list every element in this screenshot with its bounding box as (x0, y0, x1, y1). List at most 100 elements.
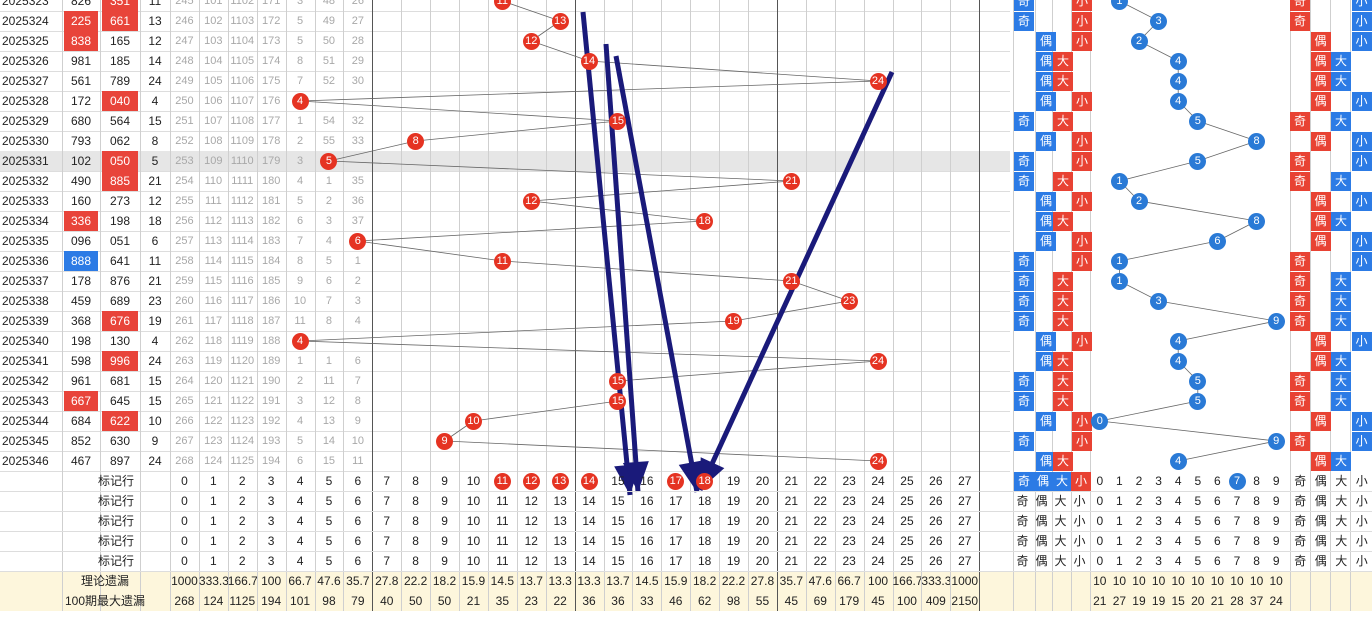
mark-cell[interactable]: 15 (611, 474, 625, 488)
mark-tag[interactable]: 偶 (1033, 472, 1053, 491)
mark-cell[interactable]: 2 (1135, 494, 1143, 508)
mark-tag[interactable]: 奇 (1294, 514, 1307, 528)
mark-cell[interactable]: 7 (383, 474, 391, 488)
mark-cell[interactable]: 25 (900, 534, 914, 548)
mark-tag[interactable]: 小 (1073, 514, 1086, 528)
mark-cell[interactable]: 16 (640, 534, 654, 548)
mark-cell[interactable]: 10 (466, 474, 481, 488)
mark-cell[interactable]: 24 (871, 534, 885, 548)
mark-cell[interactable]: 11 (496, 514, 509, 528)
mark-cell[interactable]: 5 (1194, 554, 1202, 568)
mark-cell[interactable]: 4 (1174, 474, 1182, 488)
mark-tag[interactable]: 小 (1355, 554, 1368, 568)
mark-cell[interactable]: 5 (1194, 494, 1202, 508)
mark-cell[interactable]: 4 (296, 494, 304, 508)
mark-cell[interactable]: 26 (929, 474, 943, 488)
mark-cell[interactable]: 5 (325, 474, 333, 488)
mark-cell[interactable]: 3 (267, 534, 275, 548)
mark-cell[interactable]: 15 (611, 494, 625, 508)
mark-cell[interactable]: 20 (755, 514, 770, 528)
mark-cell[interactable]: 1 (1116, 474, 1123, 488)
mark-tag[interactable]: 奇 (1016, 494, 1029, 508)
mark-cell[interactable]: 1 (209, 554, 217, 568)
mark-cell[interactable]: 0 (181, 554, 188, 568)
mark-cell[interactable]: 18 (697, 534, 712, 548)
mark-ball[interactable]: 14 (580, 472, 598, 490)
mark-tag[interactable]: 奇 (1294, 534, 1307, 548)
mark-tag[interactable]: 奇 (1294, 474, 1307, 488)
mark-cell[interactable]: 2 (238, 534, 246, 548)
mark-cell[interactable]: 9 (441, 534, 448, 548)
mark-cell[interactable]: 6 (1214, 554, 1221, 568)
mark-cell[interactable]: 25 (900, 514, 914, 528)
mark-cell[interactable]: 8 (412, 554, 419, 568)
mark-cell[interactable]: 18 (697, 494, 712, 508)
mark-cell[interactable]: 12 (524, 494, 538, 508)
mark-cell[interactable]: 10 (466, 514, 481, 528)
mark-cell[interactable]: 19 (726, 534, 741, 548)
mark-cell[interactable]: 3 (267, 474, 275, 488)
mark-cell[interactable]: 0 (181, 474, 188, 488)
mark-cell[interactable]: 13 (553, 514, 567, 528)
mark-cell[interactable]: 0 (181, 514, 188, 528)
mark-cell[interactable]: 23 (842, 514, 856, 528)
mark-cell[interactable]: 26 (929, 494, 943, 508)
mark-tag[interactable]: 偶 (1314, 554, 1327, 568)
mark-cell[interactable]: 6 (1214, 534, 1221, 548)
mark-cell[interactable]: 2 (1135, 534, 1143, 548)
mark-cell[interactable]: 7 (383, 494, 391, 508)
mark-cell[interactable]: 17 (669, 494, 683, 508)
mark-cell[interactable]: 11 (496, 534, 509, 548)
mark-tag[interactable]: 大 (1054, 494, 1067, 508)
mark-cell[interactable]: 3 (1155, 554, 1162, 568)
mark-cell[interactable]: 3 (1155, 514, 1162, 528)
mark-cell[interactable]: 0 (1096, 494, 1104, 508)
mark-cell[interactable]: 13 (553, 534, 567, 548)
mark-cell[interactable]: 8 (1253, 474, 1260, 488)
mark-cell[interactable]: 16 (640, 474, 654, 488)
mark-tag[interactable]: 小 (1355, 474, 1368, 488)
mark-cell[interactable]: 9 (441, 474, 448, 488)
mark-cell[interactable]: 19 (726, 514, 741, 528)
mark-tag[interactable]: 奇 (1016, 534, 1029, 548)
mark-tag[interactable]: 奇 (1016, 514, 1029, 528)
mark-cell[interactable]: 5 (1194, 474, 1202, 488)
mark-cell[interactable]: 3 (1155, 474, 1162, 488)
mark-cell[interactable]: 8 (1253, 534, 1260, 548)
mark-cell[interactable]: 10 (466, 534, 481, 548)
mark-cell[interactable]: 22 (813, 514, 827, 528)
mark-cell[interactable]: 21 (784, 494, 799, 508)
mark-cell[interactable]: 6 (1214, 514, 1221, 528)
mark-cell[interactable]: 13 (553, 554, 567, 568)
mark-tag[interactable]: 奇 (1294, 494, 1307, 508)
mark-cell[interactable]: 8 (1253, 514, 1260, 528)
mark-cell[interactable]: 7 (1233, 554, 1241, 568)
mark-cell[interactable]: 2 (238, 514, 246, 528)
mark-cell[interactable]: 8 (412, 514, 419, 528)
mark-cell[interactable]: 0 (1096, 554, 1104, 568)
mark-ball[interactable]: 7 (1228, 472, 1246, 490)
mark-cell[interactable]: 8 (412, 474, 419, 488)
mark-cell[interactable]: 17 (669, 514, 683, 528)
mark-cell[interactable]: 15 (611, 514, 625, 528)
mark-cell[interactable]: 3 (267, 514, 275, 528)
mark-cell[interactable]: 12 (524, 554, 538, 568)
mark-cell[interactable]: 9 (1272, 514, 1280, 528)
mark-cell[interactable]: 9 (1272, 554, 1280, 568)
mark-cell[interactable]: 6 (354, 514, 362, 528)
mark-tag[interactable]: 小 (1073, 494, 1086, 508)
mark-cell[interactable]: 7 (1233, 514, 1241, 528)
mark-cell[interactable]: 4 (1174, 554, 1182, 568)
mark-cell[interactable]: 21 (784, 474, 799, 488)
mark-tag[interactable]: 大 (1335, 554, 1348, 568)
mark-cell[interactable]: 21 (784, 514, 799, 528)
mark-cell[interactable]: 2 (1135, 554, 1143, 568)
mark-cell[interactable]: 1 (209, 474, 217, 488)
mark-cell[interactable]: 24 (871, 474, 885, 488)
mark-cell[interactable]: 15 (611, 534, 625, 548)
mark-tag[interactable]: 大 (1054, 514, 1067, 528)
mark-tag[interactable]: 小 (1355, 494, 1368, 508)
mark-cell[interactable]: 9 (441, 514, 448, 528)
mark-cell[interactable]: 27 (958, 474, 972, 488)
mark-cell[interactable]: 19 (726, 554, 741, 568)
